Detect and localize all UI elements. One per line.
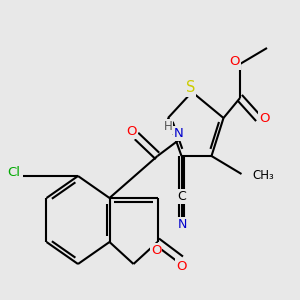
Text: O: O	[176, 260, 187, 272]
Text: O: O	[151, 244, 161, 257]
Text: N: N	[177, 218, 187, 230]
Text: C: C	[178, 190, 187, 202]
Text: CH₃: CH₃	[252, 169, 274, 182]
Text: O: O	[127, 125, 137, 138]
Text: H: H	[164, 120, 172, 133]
Text: O: O	[230, 56, 240, 68]
Text: Cl: Cl	[7, 166, 20, 178]
Text: O: O	[260, 112, 270, 124]
Text: S: S	[186, 80, 195, 95]
Text: N: N	[174, 127, 183, 140]
